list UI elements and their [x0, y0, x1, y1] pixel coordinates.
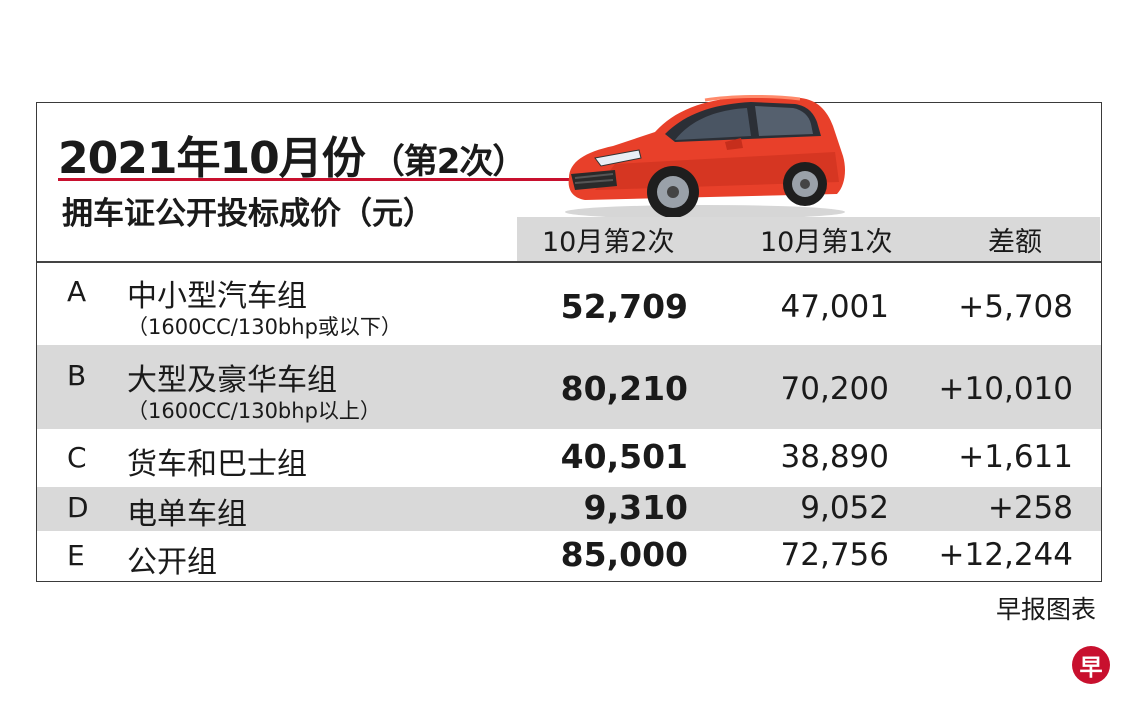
row-value-current: 9,310: [584, 488, 688, 527]
row-value-difference: +1,611: [958, 439, 1073, 475]
table-row-b: B 大型及豪华车组 （1600CC/130bhp以上） 80,210 70,20…: [37, 345, 1101, 429]
row-category-name: 大型及豪华车组: [127, 355, 337, 399]
row-category-spec: （1600CC/130bhp以上）: [127, 395, 381, 425]
row-value-current: 40,501: [561, 437, 688, 476]
row-letter: E: [67, 539, 85, 572]
title-main-text: 2021年10月份: [58, 133, 365, 184]
row-letter: D: [67, 491, 89, 524]
row-letter: A: [67, 275, 86, 308]
row-category-name: 货车和巴士组: [127, 439, 307, 483]
row-category-name: 电单车组: [127, 489, 247, 533]
column-header-current: 10月第2次: [542, 220, 675, 259]
row-category-name: 中小型汽车组: [127, 271, 307, 315]
row-value-previous: 9,052: [800, 490, 889, 526]
row-category-spec: （1600CC/130bhp或以下）: [127, 311, 402, 341]
title-paren-text: （第2次）: [371, 142, 526, 182]
table-row-a: A 中小型汽车组 （1600CC/130bhp或以下） 52,709 47,00…: [37, 263, 1101, 345]
row-value-previous: 47,001: [781, 289, 889, 325]
row-value-difference: +12,244: [939, 537, 1073, 573]
row-value-difference: +10,010: [939, 371, 1073, 407]
row-value-previous: 38,890: [781, 439, 889, 475]
car-icon: [555, 86, 855, 222]
zaobao-logo-icon: 早: [1072, 646, 1110, 684]
row-value-previous: 72,756: [781, 537, 889, 573]
source-credit: 早报图表: [996, 590, 1096, 626]
row-value-current: 52,709: [561, 287, 688, 326]
row-value-current: 80,210: [561, 369, 688, 408]
title-underline: [58, 178, 606, 181]
row-value-previous: 70,200: [781, 371, 889, 407]
page-subtitle: 拥车证公开投标成价（元）: [62, 188, 434, 233]
row-value-difference: +258: [988, 490, 1073, 526]
row-category-name: 公开组: [127, 537, 217, 581]
table-row-d: D 电单车组 9,310 9,052 +258: [37, 487, 1101, 531]
table-row-e: E 公开组 85,000 72,756 +12,244: [37, 531, 1101, 581]
column-header-previous: 10月第1次: [760, 220, 893, 259]
row-value-current: 85,000: [561, 535, 688, 574]
table-row-c: C 货车和巴士组 40,501 38,890 +1,611: [37, 429, 1101, 487]
page-title: 2021年10月份 （第2次）: [58, 122, 525, 186]
column-header-difference: 差额: [988, 220, 1042, 259]
row-letter: C: [67, 441, 87, 474]
row-value-difference: +5,708: [958, 289, 1073, 325]
row-letter: B: [67, 359, 86, 392]
